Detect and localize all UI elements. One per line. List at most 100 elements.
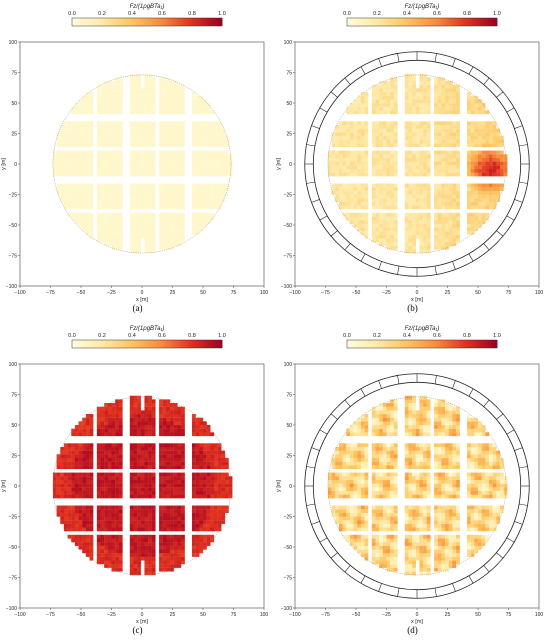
heat-cell — [162, 425, 167, 429]
heat-cell — [148, 95, 152, 100]
heat-cell — [437, 234, 442, 239]
heat-cell — [375, 190, 380, 195]
heat-cell — [364, 534, 369, 539]
heat-cell — [426, 227, 431, 232]
heat-cell — [456, 194, 460, 199]
heat-cell — [148, 99, 152, 104]
heat-cell — [129, 135, 134, 140]
heat-cell — [159, 512, 163, 517]
heat-cell — [327, 483, 332, 488]
heat-cell — [63, 157, 68, 162]
heat-cell — [342, 450, 347, 455]
heat-cell — [470, 95, 475, 100]
heat-cell — [470, 201, 475, 206]
heat-cell — [159, 505, 163, 510]
heat-cell — [364, 428, 369, 433]
heat-cell — [111, 84, 116, 89]
heat-cell — [151, 472, 156, 477]
heat-cell — [170, 520, 174, 524]
heat-cell — [375, 216, 380, 221]
heat-cell — [441, 157, 446, 162]
heat-cell — [162, 450, 167, 455]
heat-cell — [371, 483, 376, 488]
colorbar-segment — [449, 18, 453, 26]
heat-cell — [206, 472, 211, 477]
heat-cell — [195, 216, 200, 221]
heat-cell — [129, 223, 134, 228]
colorbar-segment — [409, 18, 413, 26]
heat-cell — [375, 527, 380, 532]
colorbar-segment — [202, 18, 205, 26]
colorbar-segment — [419, 18, 423, 26]
heat-cell — [203, 128, 207, 133]
heat-cell — [470, 165, 475, 170]
heat-cell — [203, 421, 207, 426]
heat-cell — [224, 490, 229, 495]
heat-cell — [96, 509, 101, 513]
heat-cell — [162, 194, 167, 199]
heat-cell — [206, 509, 211, 513]
heat-cell — [379, 553, 383, 557]
heat-cell — [111, 472, 116, 477]
heat-cell — [393, 172, 398, 177]
heat-cell — [63, 527, 68, 532]
heat-cell — [360, 95, 365, 100]
heat-cell — [71, 161, 76, 166]
heat-cell — [144, 227, 149, 232]
heat-cell — [162, 216, 167, 221]
heat-cell — [192, 534, 196, 539]
heat-cell — [342, 454, 347, 459]
heat-cell — [96, 205, 101, 210]
heat-cell — [162, 406, 167, 411]
heat-cell — [375, 212, 380, 217]
heat-cell — [467, 139, 471, 144]
heat-cell — [144, 487, 149, 492]
heat-cell — [181, 128, 185, 133]
heat-cell — [203, 132, 207, 137]
heat-cell — [423, 198, 427, 202]
heat-cell — [151, 432, 156, 437]
heat-cell — [177, 425, 182, 429]
heat-cell — [452, 212, 457, 217]
heat-cell — [162, 472, 167, 477]
heat-cell — [412, 77, 416, 82]
colorbar-segment — [352, 340, 355, 348]
heat-cell — [56, 143, 61, 148]
heat-cell — [434, 99, 438, 104]
heat-cell — [71, 520, 76, 524]
heat-cell — [151, 165, 156, 170]
heat-cell — [74, 457, 79, 462]
heat-cell — [137, 168, 141, 173]
heat-cell — [217, 201, 222, 206]
heat-cell — [192, 454, 196, 459]
heat-cell — [74, 527, 79, 532]
heat-cell — [181, 139, 185, 144]
heat-cell — [203, 154, 207, 159]
heat-cell — [177, 168, 182, 173]
heat-cell — [415, 150, 420, 155]
heat-cell — [456, 88, 460, 93]
heat-cell — [382, 538, 387, 543]
heat-cell — [192, 512, 196, 517]
heat-cell — [140, 414, 145, 418]
heat-cell — [192, 95, 196, 100]
heat-cell — [166, 223, 171, 228]
heat-cell — [159, 220, 163, 224]
heat-cell — [452, 220, 457, 224]
heat-cell — [478, 99, 482, 104]
heat-cell — [74, 150, 79, 155]
heat-cell — [166, 205, 171, 210]
colorbar-segment — [472, 18, 475, 26]
heat-cell — [364, 132, 369, 137]
heat-cell — [104, 154, 108, 159]
heat-cell — [107, 201, 112, 206]
heat-cell — [203, 212, 207, 217]
heat-cell — [338, 165, 343, 170]
heat-cell — [71, 487, 76, 492]
heat-cell — [140, 172, 145, 177]
heat-cell — [371, 216, 376, 221]
heat-cell — [419, 154, 424, 159]
heat-cell — [203, 476, 207, 481]
heat-cell — [221, 487, 226, 492]
heat-cell — [393, 231, 398, 235]
